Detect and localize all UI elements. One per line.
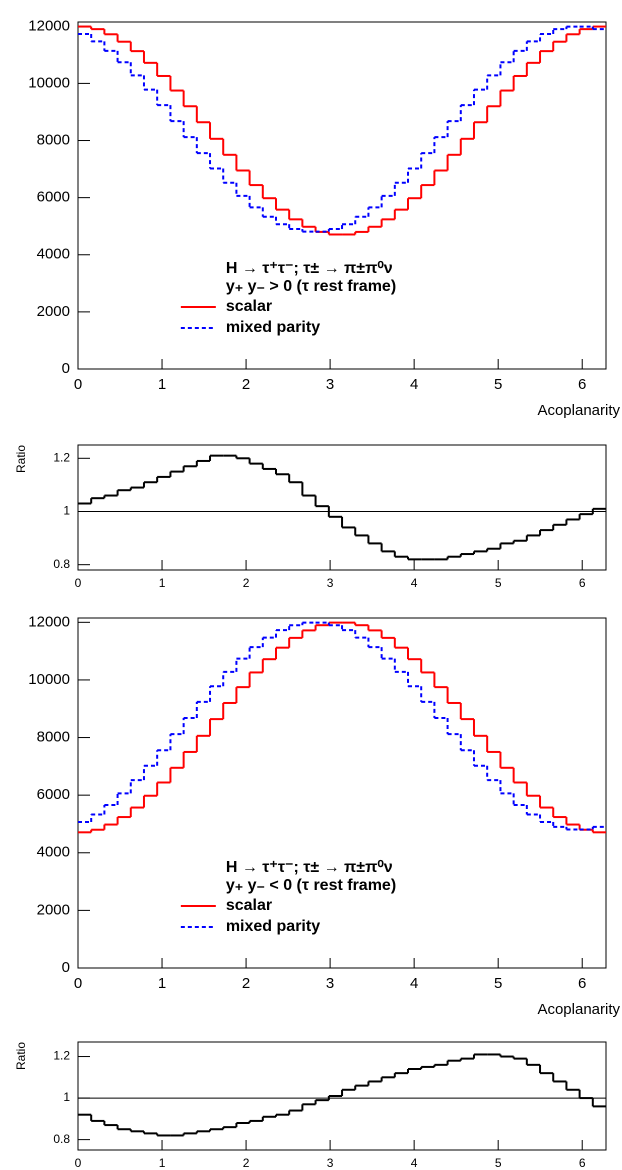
- x-tick-label: 4: [411, 1156, 418, 1170]
- y-tick-label: 2000: [37, 303, 70, 320]
- y-axis-label: Ratio: [14, 445, 28, 473]
- y-tick-label: 2000: [37, 901, 70, 918]
- x-tick-label: 0: [74, 376, 82, 393]
- annotation: y₊ y₋ > 0 (τ rest frame): [226, 278, 396, 295]
- x-tick-label: 2: [242, 376, 250, 393]
- legend-label: mixed parity: [226, 319, 320, 336]
- y-tick-label: 6000: [37, 786, 70, 803]
- x-tick-label: 5: [494, 975, 502, 992]
- x-tick-label: 3: [326, 376, 334, 393]
- y-tick-label: 0.8: [53, 1132, 70, 1146]
- y-tick-label: 4000: [37, 844, 70, 861]
- y-tick-label: 6000: [37, 189, 70, 206]
- y-tick-label: 4000: [37, 246, 70, 263]
- x-tick-label: 0: [74, 975, 82, 992]
- plot-frame: [77, 617, 607, 969]
- y-tick-label: 0.8: [53, 557, 70, 571]
- plot-frame: [77, 444, 607, 571]
- x-tick-label: 3: [327, 1156, 334, 1170]
- x-axis-label: Acoplanarity: [537, 402, 620, 419]
- x-tick-label: 3: [326, 975, 334, 992]
- x-tick-label: 2: [243, 576, 250, 590]
- x-tick-label: 4: [410, 376, 418, 393]
- annotation: y₊ y₋ < 0 (τ rest frame): [226, 877, 396, 894]
- x-tick-label: 5: [495, 576, 502, 590]
- x-tick-label: 1: [159, 1156, 166, 1170]
- y-tick-label: 8000: [37, 131, 70, 148]
- x-tick-label: 6: [578, 975, 586, 992]
- x-tick-label: 0: [75, 576, 82, 590]
- y-tick-label: 0: [62, 360, 70, 377]
- x-tick-label: 4: [411, 576, 418, 590]
- x-tick-label: 2: [243, 1156, 250, 1170]
- x-tick-label: 4: [410, 975, 418, 992]
- legend-label: scalar: [226, 897, 272, 914]
- legend-label: scalar: [226, 298, 272, 315]
- annotation: H → τ⁺τ⁻; τ± → π±π⁰ν: [226, 260, 393, 277]
- x-tick-label: 5: [494, 376, 502, 393]
- y-tick-label: 12000: [28, 613, 70, 630]
- x-tick-label: 6: [579, 1156, 586, 1170]
- annotation: H → τ⁺τ⁻; τ± → π±π⁰ν: [226, 859, 393, 876]
- x-tick-label: 5: [495, 1156, 502, 1170]
- x-tick-label: 2: [242, 975, 250, 992]
- plot-frame: [77, 21, 607, 370]
- y-tick-label: 10000: [28, 671, 70, 688]
- legend-label: mixed parity: [226, 918, 320, 935]
- x-tick-label: 6: [578, 376, 586, 393]
- x-tick-label: 1: [158, 376, 166, 393]
- y-tick-label: 12000: [28, 17, 70, 34]
- plot-frame: [77, 1041, 607, 1151]
- x-tick-label: 3: [327, 576, 334, 590]
- x-tick-label: 1: [159, 576, 166, 590]
- x-tick-label: 0: [75, 1156, 82, 1170]
- y-tick-label: 0: [62, 959, 70, 976]
- y-tick-label: 10000: [28, 74, 70, 91]
- y-axis-label: Ratio: [14, 1042, 28, 1070]
- x-tick-label: 6: [579, 576, 586, 590]
- x-axis-label: Acoplanarity: [537, 1001, 620, 1018]
- x-tick-label: 1: [158, 975, 166, 992]
- y-tick-label: 1.2: [53, 1049, 70, 1063]
- y-tick-label: 1: [63, 1090, 70, 1104]
- y-tick-label: 1.2: [53, 450, 70, 464]
- y-tick-label: 1: [63, 504, 70, 518]
- y-tick-label: 8000: [37, 729, 70, 746]
